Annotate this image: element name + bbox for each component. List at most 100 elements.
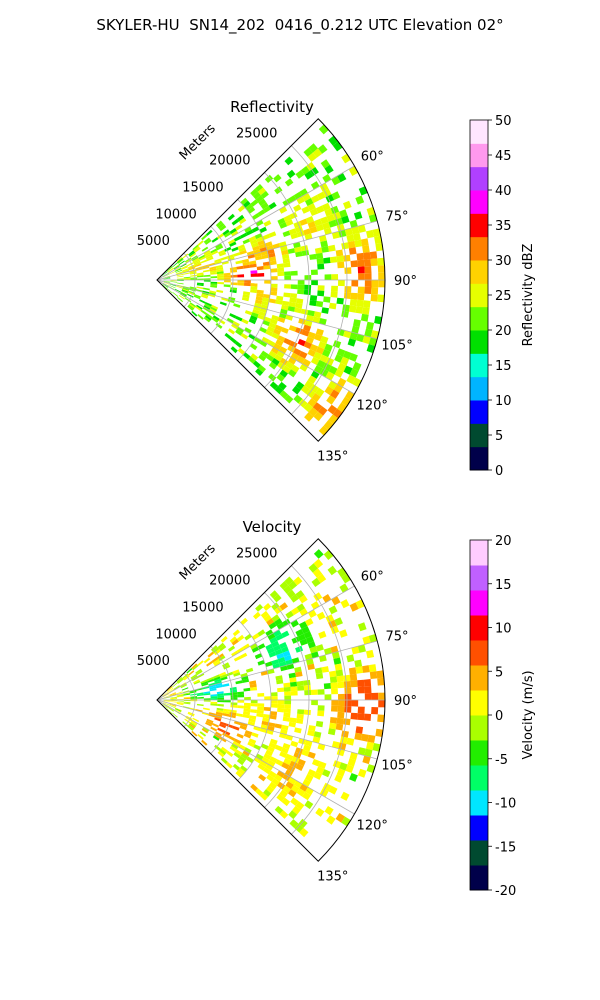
radar-cell: [297, 685, 305, 691]
radar-cell: [188, 304, 195, 310]
radar-cell: [212, 647, 220, 654]
range-tick-label: 25000: [236, 127, 277, 142]
radar-cell: [230, 702, 238, 706]
radar-cell: [305, 336, 314, 344]
radar-cell: [169, 704, 177, 708]
radar-cell: [267, 759, 276, 767]
radar-cell: [320, 159, 330, 169]
radar-cell: [294, 666, 302, 673]
radar-cell: [255, 368, 264, 376]
radar-cell: [344, 228, 353, 236]
colorbar-swatch: [470, 411, 488, 424]
radar-cell: [229, 289, 237, 294]
radar-cell: [252, 245, 260, 251]
radar-cell: [366, 649, 375, 659]
radar-cell: [236, 733, 244, 739]
colorbar-tick-label: 15: [495, 359, 512, 374]
radar-cell: [170, 701, 177, 703]
radar-cell: [212, 735, 220, 741]
radar-cell: [284, 704, 291, 709]
radar-cell: [310, 356, 320, 366]
radar-cell: [257, 643, 266, 650]
colorbar-swatch: [470, 790, 488, 803]
azimuth-tick-label: 105°: [381, 338, 412, 353]
radar-cell: [249, 343, 258, 351]
colorbar-swatch: [470, 652, 488, 666]
radar-cell: [271, 332, 280, 340]
colorbar-swatch: [470, 143, 488, 156]
radar-cell: [289, 212, 298, 220]
radar-cell: [307, 331, 316, 339]
radar-cell: [320, 240, 328, 248]
radar-cell: [274, 744, 283, 752]
radar-cell: [304, 380, 314, 390]
radar-cell: [315, 766, 325, 775]
radar-cell: [250, 273, 258, 277]
radar-cell: [190, 693, 197, 696]
radar-cell: [243, 264, 251, 269]
radar-cell: [296, 355, 305, 364]
radar-cell: [313, 351, 322, 360]
colorbar-swatch: [470, 271, 488, 284]
radar-cell: [203, 707, 210, 711]
radar-cell: [226, 750, 234, 757]
radar-cell: [268, 256, 277, 262]
radar-cell: [260, 610, 269, 619]
radar-cell: [303, 403, 313, 413]
radar-cell: [267, 746, 275, 753]
radar-cell: [191, 720, 198, 725]
radar-cell: [297, 709, 305, 715]
radar-cell: [350, 260, 358, 268]
radar-cell: [189, 690, 197, 694]
radar-cell: [275, 675, 283, 681]
radar-cell: [211, 237, 219, 243]
radar-cell: [328, 605, 338, 615]
radar-cell: [364, 748, 373, 758]
radar-cell: [348, 305, 357, 313]
radar-cell: [377, 265, 385, 273]
radar-cell: [303, 341, 312, 349]
colorbar-swatch: [470, 577, 488, 591]
colorbar-swatch: [470, 120, 488, 133]
radar-cell: [370, 330, 380, 339]
radar-cell: [331, 274, 339, 280]
radar-cell: [257, 763, 266, 771]
radar-cell: [255, 604, 264, 612]
colorbar-label: Reflectivity dBZ: [521, 244, 536, 347]
radar-cell: [195, 668, 202, 674]
radar-cell: [227, 256, 235, 261]
radar-cell: [283, 758, 292, 766]
radar-cell: [323, 257, 331, 264]
radar-cell: [205, 255, 213, 260]
radar-cell: [357, 622, 367, 632]
radar-cell: [210, 272, 218, 275]
radar-cell: [348, 667, 357, 675]
radar-cell: [205, 720, 213, 725]
azimuth-tick-label: 135°: [317, 870, 348, 885]
radar-cell: [297, 338, 306, 347]
radar-cell: [281, 304, 289, 311]
radar-cell: [214, 717, 222, 722]
radar-cell: [196, 273, 204, 277]
radar-cell: [282, 716, 290, 722]
radar-cell: [299, 827, 309, 838]
radar-cell: [297, 633, 306, 642]
radar-cell: [306, 314, 314, 322]
radar-cell: [305, 216, 314, 224]
radar-cell: [279, 602, 288, 611]
radar-cell: [303, 744, 312, 752]
radar-cell: [263, 767, 271, 775]
radar-cell: [304, 689, 312, 696]
radar-cell: [288, 789, 297, 798]
range-tick-label: 10000: [155, 627, 196, 642]
radar-cell: [173, 685, 180, 690]
radar-cell: [265, 661, 273, 667]
radar-cell: [266, 774, 275, 782]
radar-cell: [301, 250, 310, 256]
radar-cell: [299, 783, 309, 792]
radar-cell: [270, 291, 278, 296]
radar-cell: [315, 205, 325, 214]
radar-cell: [270, 738, 278, 745]
radar-cell: [366, 344, 376, 354]
